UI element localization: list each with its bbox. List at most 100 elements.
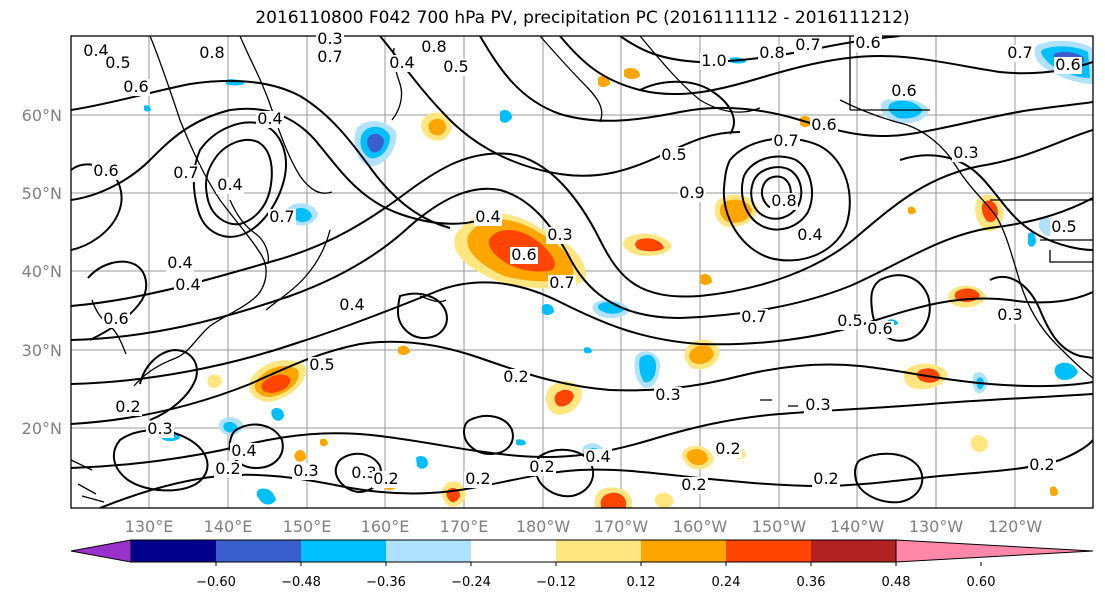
- pv-contour: [71, 129, 1093, 307]
- contour-label: 0.7: [269, 207, 294, 226]
- pv-contour: [870, 274, 931, 342]
- colorbar-tick-label: 0.36: [797, 575, 826, 590]
- colorbar-tick-label: −0.24: [451, 575, 491, 590]
- contour-label-bg: [654, 387, 682, 404]
- colorbar-tick-label: −0.60: [196, 575, 236, 590]
- longitude-label: 130°E: [125, 517, 174, 536]
- pv-contour: [722, 137, 851, 262]
- latitude-label: 30°N: [22, 341, 62, 360]
- precip-blob: [654, 492, 674, 508]
- contour-labels: 0.40.50.60.80.30.70.80.50.4 1.0 0.8 0.7 0.60…: [82, 29, 1082, 494]
- contour-label: 0.2: [465, 469, 490, 488]
- coastline: [849, 36, 1093, 263]
- pv-contour: [71, 163, 123, 251]
- contour-label: 0.6: [855, 33, 880, 52]
- precip-blob: [542, 304, 554, 315]
- coastline: [265, 229, 331, 311]
- contour-label: 0.4: [167, 253, 192, 272]
- contour-label: 0.5: [443, 57, 468, 76]
- contour-label: 0.3: [953, 143, 978, 162]
- contour-label: 0.5: [837, 311, 862, 330]
- pv-contour: [71, 187, 1093, 341]
- contour-label: 0.4: [797, 225, 822, 244]
- precip-blob: [144, 105, 151, 112]
- colorbar-frame: [130, 539, 897, 563]
- precip-blob: [600, 492, 626, 508]
- contour-label-bg: [256, 111, 284, 128]
- pv-contour: [741, 155, 813, 231]
- contour-label: 0.2: [715, 439, 740, 458]
- contour-label-bg: [740, 309, 768, 326]
- longitude-label: 150°W: [752, 517, 807, 536]
- contour-label-bg: [350, 465, 378, 482]
- contour-label-bg: [1050, 219, 1078, 236]
- contour-label-bg: [546, 227, 574, 244]
- contour-label: 0.9: [679, 183, 704, 202]
- contour-label-bg: [700, 53, 728, 70]
- contour-label: 0.3: [147, 419, 172, 438]
- colorbar-segment: [301, 540, 386, 562]
- contour-label-bg: [420, 39, 448, 56]
- latitude-label: 20°N: [22, 419, 62, 438]
- precip-blob: [981, 200, 998, 222]
- contour-label-bg: [214, 461, 242, 478]
- contour-label-bg: [952, 145, 980, 162]
- precip-blob: [639, 354, 656, 383]
- contour-label-bg: [172, 165, 200, 182]
- contour-label: 0.3: [655, 385, 680, 404]
- coastline: [419, 295, 447, 303]
- chart-title: 2016110800 F042 700 hPa PV, precipitatio…: [255, 8, 910, 28]
- contour-label: 0.7: [795, 35, 820, 54]
- contour-label-bg: [372, 471, 400, 488]
- precip-blob: [428, 118, 446, 136]
- contour-label-bg: [660, 147, 688, 164]
- contour-label-bg: [1054, 57, 1082, 74]
- colorbar-tick-label: 0.48: [882, 575, 911, 590]
- contour-label: 0.4: [231, 441, 256, 460]
- pv-contour: [899, 154, 1093, 251]
- colorbar-segment: [471, 540, 556, 562]
- map-frame: [70, 35, 1094, 509]
- contour-label-bg: [442, 59, 470, 76]
- precip-blob: [908, 206, 916, 215]
- longitude-label: 160°W: [673, 517, 728, 536]
- colorbar-tick-label: 0.60: [967, 575, 996, 590]
- contour-label-bg: [104, 55, 132, 72]
- pv-contour: [334, 452, 382, 494]
- precip-blob: [700, 274, 712, 285]
- latitude-label: 40°N: [22, 262, 62, 281]
- contour-label: 0.6: [103, 309, 128, 328]
- coastline: [149, 36, 267, 301]
- contour-label-bg: [114, 399, 142, 416]
- pv-contour: [462, 414, 514, 456]
- contour-label: 0.4: [339, 295, 364, 314]
- contour-label-bg: [804, 397, 832, 414]
- contour-label-bg: [166, 255, 194, 272]
- contour-label-bg: [388, 55, 416, 72]
- contour-label-bg: [268, 209, 296, 226]
- contour-label-bg: [796, 227, 824, 244]
- contour-label-bg: [678, 185, 706, 202]
- precip-blob: [416, 456, 428, 469]
- coastline: [229, 199, 270, 265]
- pv-contour: [379, 36, 741, 177]
- contour-label: 0.6: [511, 245, 536, 264]
- precip-blob: [367, 133, 384, 153]
- latitude-label: 50°N: [22, 184, 62, 203]
- longitude-label: 180°W: [516, 517, 571, 536]
- pv-contour: [854, 452, 924, 504]
- contour-label-bg: [1006, 45, 1034, 62]
- pv-contour: [71, 107, 501, 225]
- latitude-label: 60°N: [22, 106, 62, 125]
- precip-blob: [1050, 486, 1058, 497]
- precip-blob: [223, 421, 238, 433]
- contour-label-bg: [146, 421, 174, 438]
- contour-label-bg: [812, 471, 840, 488]
- precip-blob: [294, 450, 306, 462]
- contour-label-bg: [890, 83, 918, 100]
- contour-label: 0.3: [317, 29, 342, 48]
- precip-blob: [554, 389, 574, 407]
- colorbar-tick-label: 0.12: [627, 575, 656, 590]
- contour-label-bg: [510, 247, 538, 264]
- contour-label: 0.2: [215, 459, 240, 478]
